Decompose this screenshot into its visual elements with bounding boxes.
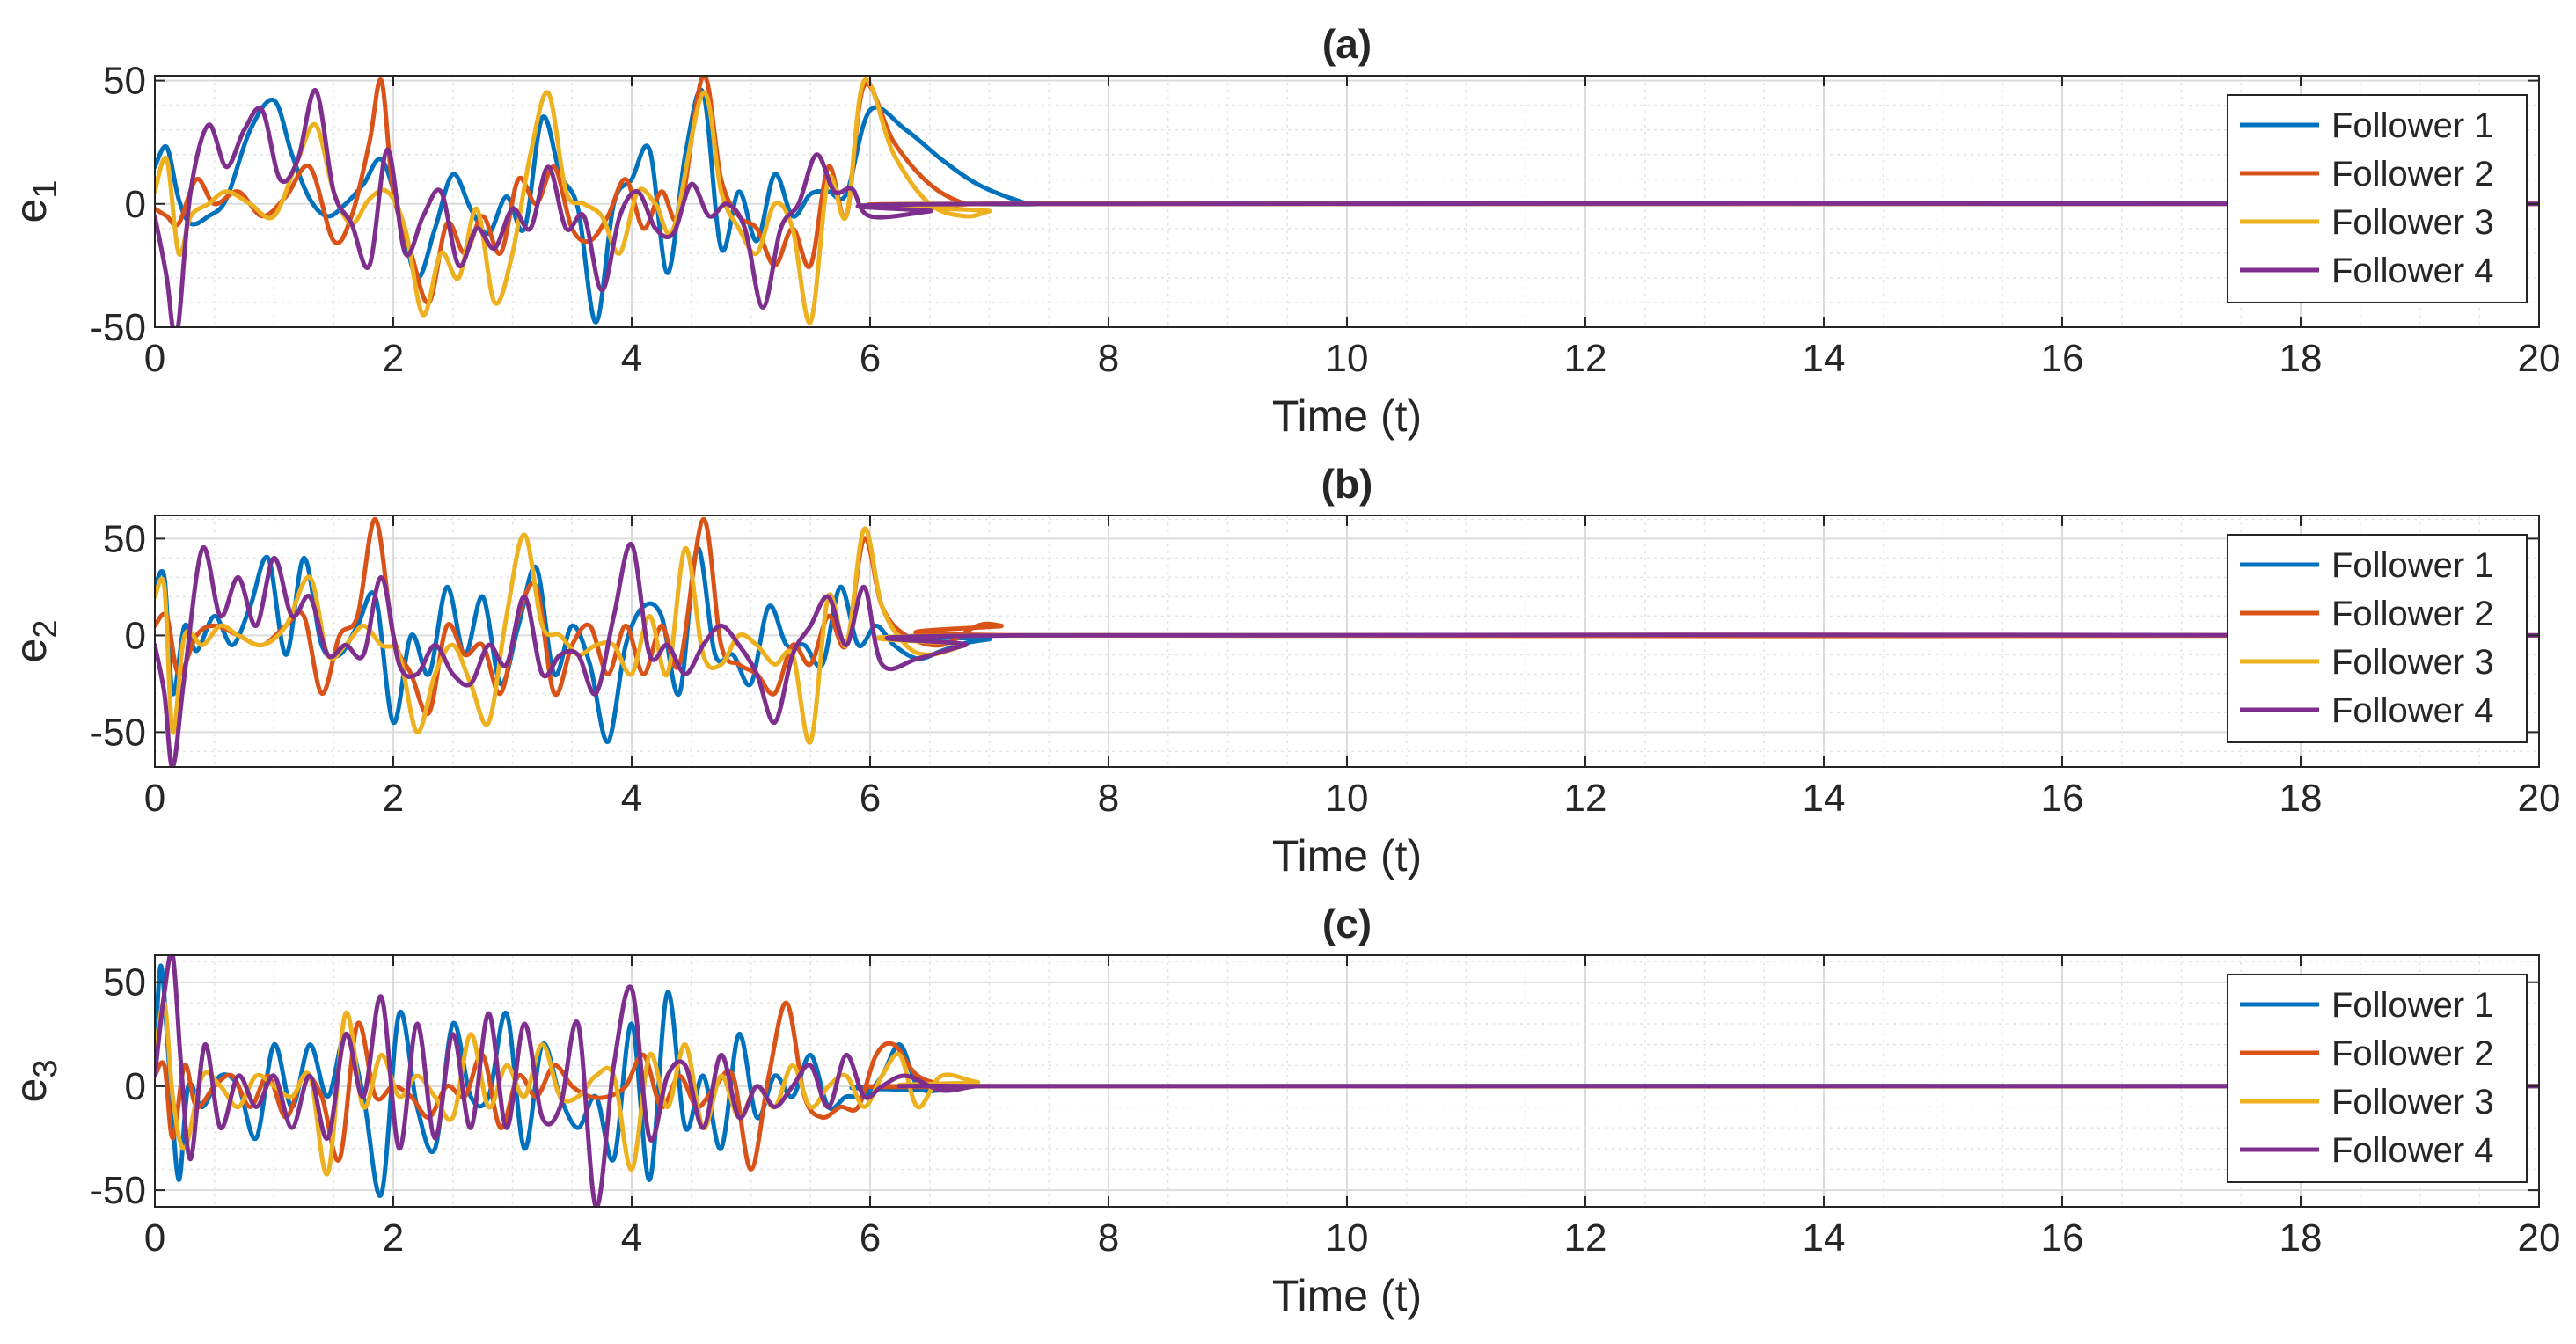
x-tick-label: 0 bbox=[144, 337, 165, 380]
x-tick-label: 20 bbox=[2518, 777, 2561, 820]
x-tick-label: 2 bbox=[383, 1216, 404, 1260]
y-axis-label-sub: 2 bbox=[27, 620, 64, 639]
panel-title: (a) bbox=[1322, 21, 1372, 67]
x-tick-label: 12 bbox=[1564, 1216, 1607, 1260]
legend-label-follower-2: Follower 2 bbox=[2331, 155, 2494, 194]
y-tick-label: 50 bbox=[103, 517, 146, 560]
y-axis-label-sub: 1 bbox=[27, 180, 64, 199]
y-tick-label: 50 bbox=[103, 60, 146, 103]
x-tick-label: 18 bbox=[2280, 337, 2323, 380]
series-line-follower-3 bbox=[155, 77, 2539, 325]
legend-label-follower-4: Follower 4 bbox=[2331, 252, 2494, 290]
x-tick-label: 16 bbox=[2041, 777, 2084, 820]
y-tick-label: -50 bbox=[90, 1169, 146, 1212]
legend-label-follower-2: Follower 2 bbox=[2331, 1034, 2494, 1073]
x-tick-label: 6 bbox=[860, 1216, 881, 1260]
legend-label-follower-3: Follower 3 bbox=[2331, 643, 2494, 682]
x-tick-label: 14 bbox=[1803, 337, 1846, 380]
y-tick-label: 0 bbox=[125, 183, 146, 226]
x-axis-label: Time (t) bbox=[1272, 1271, 1422, 1320]
x-tick-label: 0 bbox=[144, 1216, 165, 1260]
y-tick-label: 50 bbox=[103, 961, 146, 1004]
x-tick-label: 10 bbox=[1326, 777, 1369, 820]
x-tick-label: 10 bbox=[1326, 337, 1369, 380]
svg-text:e3: e3 bbox=[6, 1060, 64, 1103]
legend-label-follower-2: Follower 2 bbox=[2331, 595, 2494, 633]
legend-label-follower-3: Follower 3 bbox=[2331, 1083, 2494, 1121]
legend: Follower 1 Follower 2 Follower 3 Follower 4 bbox=[2227, 974, 2528, 1183]
x-tick-label: 6 bbox=[860, 777, 881, 820]
x-axis-label: Time (t) bbox=[1272, 391, 1422, 441]
x-tick-label: 20 bbox=[2518, 1216, 2561, 1260]
x-tick-label: 6 bbox=[860, 337, 881, 380]
series-line-follower-4 bbox=[155, 88, 2539, 327]
x-tick-label: 2 bbox=[383, 337, 404, 380]
legend: Follower 1 Follower 2 Follower 3 Follower 4 bbox=[2227, 94, 2528, 303]
x-tick-label: 2 bbox=[383, 777, 404, 820]
x-tick-label: 8 bbox=[1098, 1216, 1119, 1260]
x-tick-label: 18 bbox=[2280, 1216, 2323, 1260]
y-axis-label: e3 bbox=[6, 1060, 64, 1103]
legend-label-follower-3: Follower 3 bbox=[2331, 203, 2494, 242]
svg-text:e1: e1 bbox=[6, 180, 64, 223]
x-tick-label: 14 bbox=[1803, 1216, 1846, 1260]
x-tick-label: 14 bbox=[1803, 777, 1846, 820]
series-line-follower-2 bbox=[155, 76, 2539, 305]
legend-label-follower-4: Follower 4 bbox=[2331, 691, 2494, 730]
y-axis-label-sub: 3 bbox=[27, 1060, 64, 1078]
x-tick-label: 18 bbox=[2280, 777, 2323, 820]
series-line-follower-2 bbox=[155, 516, 2539, 717]
panel-title: (b) bbox=[1321, 461, 1373, 507]
x-tick-label: 4 bbox=[621, 777, 642, 820]
legend-label-follower-1: Follower 1 bbox=[2331, 986, 2494, 1025]
legend-label-follower-4: Follower 4 bbox=[2331, 1131, 2494, 1170]
panel-title: (c) bbox=[1322, 901, 1372, 946]
legend-label-follower-1: Follower 1 bbox=[2331, 106, 2494, 145]
x-tick-label: 12 bbox=[1564, 337, 1607, 380]
x-tick-label: 10 bbox=[1326, 1216, 1369, 1260]
y-tick-label: 0 bbox=[125, 614, 146, 657]
y-axis-label: e1 bbox=[6, 180, 64, 223]
x-tick-label: 16 bbox=[2041, 337, 2084, 380]
y-tick-label: 0 bbox=[125, 1065, 146, 1108]
y-tick-label: -50 bbox=[90, 306, 146, 349]
x-tick-label: 20 bbox=[2518, 337, 2561, 380]
x-tick-label: 12 bbox=[1564, 777, 1607, 820]
series-line-follower-4 bbox=[155, 542, 2539, 767]
y-tick-label: -50 bbox=[90, 711, 146, 754]
y-axis-label-main: e bbox=[6, 1078, 55, 1103]
x-tick-label: 16 bbox=[2041, 1216, 2084, 1260]
legend: Follower 1 Follower 2 Follower 3 Follower 4 bbox=[2227, 534, 2528, 743]
x-tick-label: 0 bbox=[144, 777, 165, 820]
y-axis-label-main: e bbox=[6, 199, 55, 223]
svg-text:e2: e2 bbox=[6, 620, 64, 663]
x-tick-label: 8 bbox=[1098, 337, 1119, 380]
x-tick-label: 8 bbox=[1098, 777, 1119, 820]
x-tick-label: 4 bbox=[621, 337, 642, 380]
x-tick-label: 4 bbox=[621, 1216, 642, 1260]
legend-label-follower-1: Follower 1 bbox=[2331, 546, 2494, 585]
y-axis-label: e2 bbox=[6, 620, 64, 663]
series-line-follower-4 bbox=[155, 955, 2539, 1207]
y-axis-label-main: e bbox=[6, 639, 55, 663]
x-axis-label: Time (t) bbox=[1272, 831, 1422, 880]
